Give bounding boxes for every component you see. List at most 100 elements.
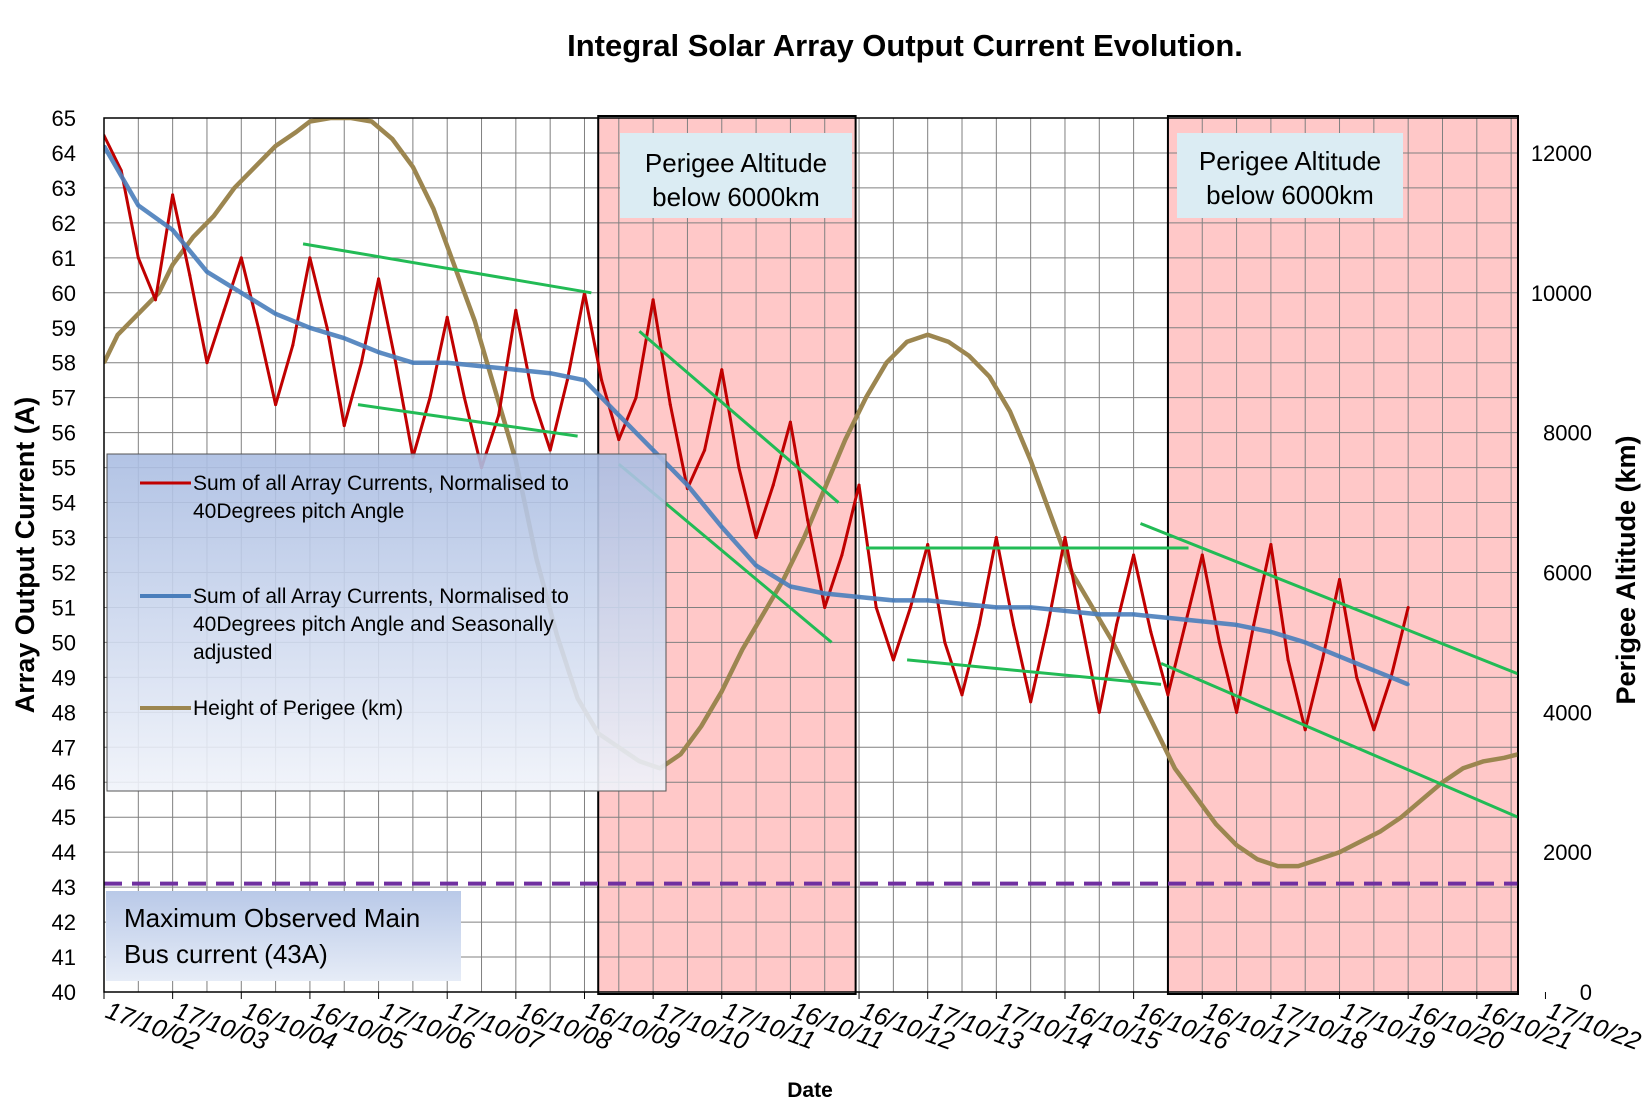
y-tick-label: 62 <box>52 211 76 236</box>
legend-blue-line3: adjusted <box>193 641 272 664</box>
series-point-blue <box>960 602 964 606</box>
series-point-blue <box>1406 682 1410 686</box>
series-point-tan <box>253 165 257 169</box>
series-point-blue <box>1235 623 1239 627</box>
series-point-red <box>445 315 449 319</box>
reference-label-box <box>106 891 461 981</box>
series-point-red <box>737 466 741 470</box>
y2-tick-label: 0 <box>1580 980 1592 1005</box>
series-point-red <box>1149 630 1153 634</box>
series-point-red <box>188 273 192 277</box>
y-tick-label: 41 <box>52 945 76 970</box>
y2-tick-label: 8000 <box>1543 421 1592 446</box>
series-point-red <box>754 536 758 540</box>
series-point-tan <box>1358 840 1362 844</box>
y-tick-label: 48 <box>52 700 76 725</box>
series-point-blue <box>342 336 346 340</box>
series-point-tan <box>1296 864 1300 868</box>
series-point-red <box>514 308 518 312</box>
series-point-tan <box>431 207 435 211</box>
series-point-red <box>497 413 501 417</box>
y-tick-label: 51 <box>52 595 76 620</box>
series-point-blue <box>823 591 827 595</box>
y-tick-label: 65 <box>52 106 76 131</box>
plot-border <box>103 117 1519 993</box>
legend-tan-line1: Height of Perigee (km) <box>193 697 403 720</box>
series-point-red <box>874 605 878 609</box>
series-point-red <box>239 256 243 260</box>
series-point-tan <box>1029 459 1033 463</box>
series-point-blue <box>857 595 861 599</box>
y-tick-label: 55 <box>52 456 76 481</box>
series-point-red <box>840 553 844 557</box>
series-point-blue <box>788 584 792 588</box>
series-point-tan <box>679 752 683 756</box>
series-point-blue <box>1303 640 1307 644</box>
legend-red-line1: Sum of all Array Currents, Normalised to <box>193 472 569 495</box>
trend-line <box>357 403 578 438</box>
series-point-blue <box>1338 654 1342 658</box>
series-point-tan <box>843 438 847 442</box>
series-point-red <box>565 378 569 382</box>
series-point-red <box>634 396 638 400</box>
series-point-tan <box>967 354 971 358</box>
series-point-tan <box>212 214 216 218</box>
y2-tick-label: 2000 <box>1543 840 1592 865</box>
series-point-blue <box>685 483 689 487</box>
series-point-red <box>600 378 604 382</box>
trend-line <box>1139 522 1518 676</box>
series-point-blue <box>582 378 586 382</box>
y-tick-label: 46 <box>52 770 76 795</box>
series-point-blue <box>1132 612 1136 616</box>
series-point-red <box>1183 623 1187 627</box>
y-tick-label: 45 <box>52 805 76 830</box>
series-point-red <box>788 420 792 424</box>
legend-blue-line2: 40Degrees pitch Angle and Seasonally <box>193 613 554 636</box>
series-point-red <box>377 277 381 281</box>
series-point-red <box>806 518 810 522</box>
series-point-blue <box>926 598 930 602</box>
region2-label-line1: Perigee Altitude <box>1199 146 1381 176</box>
series-point-tan <box>1152 724 1156 728</box>
series-point-red <box>1406 605 1410 609</box>
y-tick-label: 44 <box>52 840 76 865</box>
series-point-tan <box>274 144 278 148</box>
series-point-tan <box>294 130 298 134</box>
series-point-blue <box>171 228 175 232</box>
series-point-blue <box>239 291 243 295</box>
series-point-tan <box>926 333 930 337</box>
series-point-blue <box>445 361 449 365</box>
region1-label-box <box>620 133 852 218</box>
series-point-tan <box>1214 822 1218 826</box>
series-point-red <box>205 361 209 365</box>
series-point-tan <box>699 724 703 728</box>
gridlines <box>103 117 1518 993</box>
series-point-blue <box>1097 612 1101 616</box>
series-point-red <box>136 256 140 260</box>
series-point-red <box>977 623 981 627</box>
y-axis-label: Array Output Current (A) <box>10 397 40 714</box>
y-tick-label: 43 <box>52 875 76 900</box>
series-point-red <box>153 298 157 302</box>
series-point-blue <box>514 368 518 372</box>
series-point-blue <box>720 525 724 529</box>
series-point-red <box>1011 623 1015 627</box>
series-point-red <box>548 448 552 452</box>
series-point-tan <box>308 119 312 123</box>
series-point-tan <box>802 536 806 540</box>
series-point-tan <box>1235 843 1239 847</box>
y-tick-label: 42 <box>52 910 76 935</box>
series-point-red <box>1063 536 1067 540</box>
x-axis-label: Date <box>787 1079 833 1102</box>
series-point-red <box>531 396 535 400</box>
series-point-blue <box>1029 605 1033 609</box>
series-point-tan <box>1338 850 1342 854</box>
series-point-tan <box>1255 857 1259 861</box>
series-point-blue <box>1200 619 1204 623</box>
y2-tick-label: 4000 <box>1543 700 1592 725</box>
series-point-red <box>359 361 363 365</box>
series-point-tan <box>946 340 950 344</box>
y2-axis-label: Perigee Altitude (km) <box>1611 435 1641 704</box>
y-tick-label: 56 <box>52 421 76 446</box>
series-point-red <box>668 403 672 407</box>
